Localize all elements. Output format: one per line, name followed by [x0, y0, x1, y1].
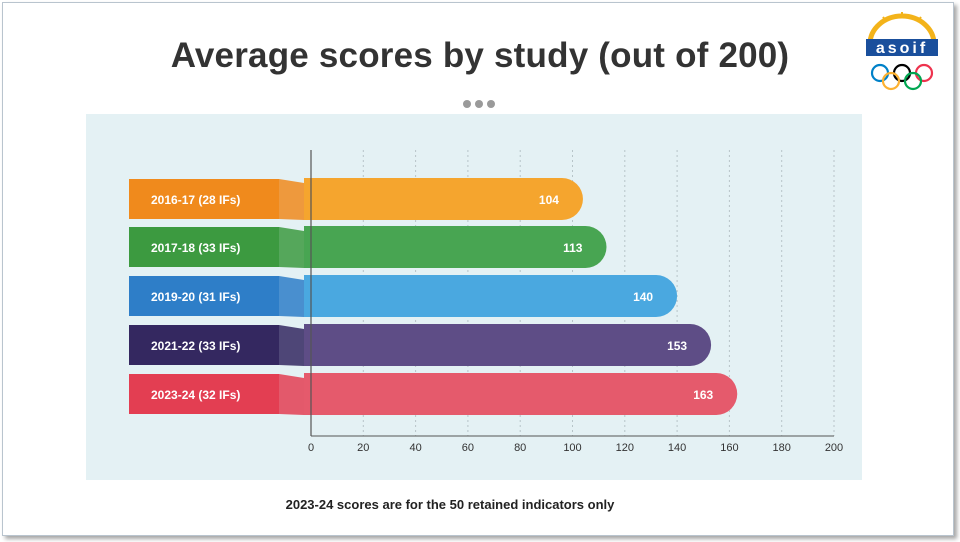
bar-chart: 0 20 40 60 80 100 120 140 160 180 200 2016-17 (28 I…	[129, 150, 843, 454]
x-tick-label: 160	[720, 442, 738, 454]
data-label: 140	[633, 290, 653, 304]
category-label: 2021-22 (33 IFs)	[151, 339, 240, 353]
footnote: 2023-24 scores are for the 50 retained i…	[285, 497, 615, 512]
logo-text: asoif	[876, 40, 928, 57]
category-tab	[129, 227, 279, 267]
bar-connector	[279, 325, 304, 366]
category-label: 2019-20 (31 IFs)	[151, 290, 240, 304]
x-tick-label: 20	[357, 442, 369, 454]
bar	[304, 178, 583, 220]
x-tick-label: 200	[825, 442, 843, 454]
asoif-logo: asoif	[862, 10, 942, 92]
bar	[304, 275, 678, 317]
chart-panel: 0 20 40 60 80 100 120 140 160 180 200 2016-17 (28 I…	[86, 114, 862, 480]
x-tick-label: 120	[616, 442, 634, 454]
category-label: 2016-17 (28 IFs)	[151, 193, 240, 207]
x-tick-label: 0	[308, 442, 314, 454]
data-label: 153	[667, 339, 687, 353]
x-tick-label: 100	[563, 442, 581, 454]
data-label: 113	[563, 241, 583, 255]
x-tick-label: 140	[668, 442, 686, 454]
bar-connector	[279, 179, 304, 220]
x-tick-label: 80	[514, 442, 526, 454]
bar-connector	[279, 276, 304, 317]
category-tab	[129, 179, 279, 219]
category-label: 2017-18 (33 IFs)	[151, 241, 240, 255]
bar	[304, 226, 607, 268]
bar	[304, 373, 738, 415]
x-tick-label: 180	[773, 442, 791, 454]
data-label: 163	[693, 388, 713, 402]
bar	[304, 324, 712, 366]
category-tab	[129, 374, 279, 414]
category-tab	[129, 276, 279, 316]
olympic-rings-icon	[870, 63, 934, 91]
x-tick-label: 60	[462, 442, 474, 454]
data-label: 104	[539, 193, 559, 207]
more-dots-icon	[463, 95, 499, 113]
page-title: Average scores by study (out of 200)	[170, 36, 790, 75]
x-tick-label: 40	[409, 442, 421, 454]
bar-connector	[279, 227, 304, 268]
bar-connector	[279, 374, 304, 415]
category-tab	[129, 325, 279, 365]
category-label: 2023-24 (32 IFs)	[151, 388, 240, 402]
